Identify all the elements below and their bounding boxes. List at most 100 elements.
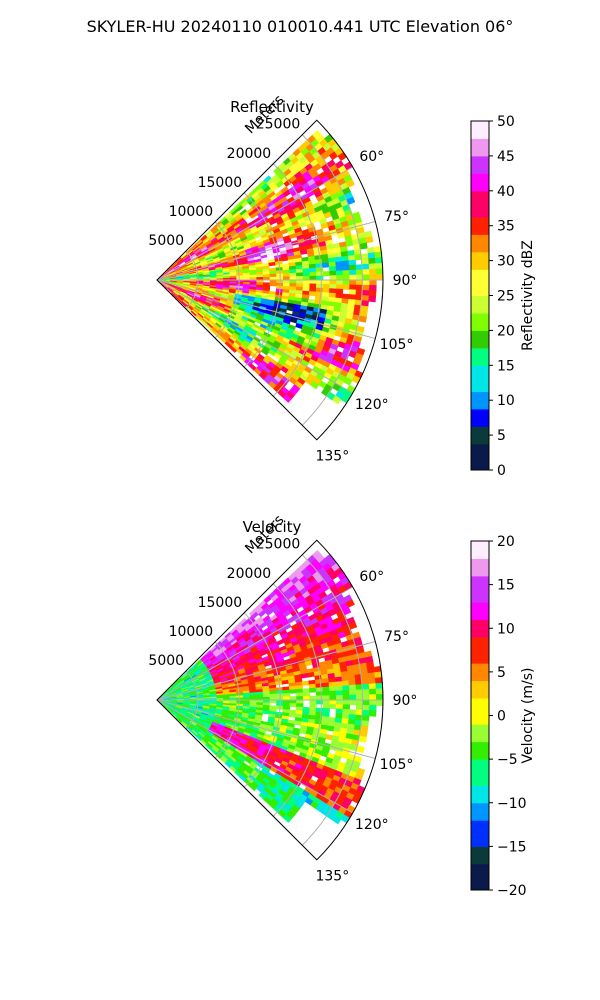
colorbar-segment bbox=[471, 347, 489, 358]
colorbar-segment bbox=[471, 208, 489, 218]
colorbar-tick-label: 45 bbox=[497, 149, 515, 165]
colorbar-segment bbox=[471, 750, 489, 760]
colorbar-segment bbox=[471, 295, 489, 305]
azimuth-tick-label: 90° bbox=[393, 693, 418, 709]
colorbar-segment bbox=[471, 828, 489, 839]
colorbar-segment bbox=[471, 356, 489, 366]
figure-title: SKYLER-HU 20240110 010010.441 UTC Elevat… bbox=[87, 17, 514, 36]
colorbar-segment bbox=[471, 636, 489, 647]
colorbar-segment bbox=[471, 767, 489, 778]
colorbar-segment bbox=[471, 881, 489, 891]
sector-outline bbox=[156, 119, 384, 441]
colorbar-segment bbox=[471, 785, 489, 795]
colorbar-segment bbox=[471, 391, 489, 401]
azimuth-gridline bbox=[156, 699, 353, 814]
azimuth-tick-label: 135° bbox=[315, 868, 349, 884]
azimuth-gridline bbox=[156, 699, 376, 759]
colorbar-label: Reflectivity dBZ bbox=[520, 240, 536, 351]
azimuth-tick-label: 135° bbox=[315, 448, 349, 464]
colorbar-segment bbox=[471, 286, 489, 296]
colorbar-tick-label: 0 bbox=[497, 709, 506, 725]
colorbar-segment bbox=[471, 654, 489, 664]
velocity-colorbar: −20 −15 −10 −5 0 5 10 15 20 Velocity (m/s) bbox=[470, 534, 536, 899]
colorbar-segment bbox=[471, 645, 489, 655]
data-field bbox=[156, 549, 384, 825]
colorbar-segment bbox=[471, 278, 489, 288]
colorbar-segment bbox=[471, 121, 489, 131]
azimuth-gridline bbox=[156, 279, 376, 339]
azimuth-gridline bbox=[156, 221, 376, 281]
colorbar-segment bbox=[471, 330, 489, 340]
colorbar-tick-label: 5 bbox=[497, 665, 506, 681]
colorbar-segment bbox=[471, 365, 489, 375]
colorbar-segment bbox=[471, 138, 489, 148]
colorbar-label: Velocity (m/s) bbox=[520, 668, 536, 764]
reflectivity-colorbar: 0 5 10 15 20 25 30 35 40 45 50 Reflectivity dBZ bbox=[470, 114, 536, 479]
colorbar-segment bbox=[471, 680, 489, 690]
colorbar-segment bbox=[471, 732, 489, 743]
azimuth-gridline bbox=[156, 586, 353, 701]
colorbar-segment bbox=[471, 628, 489, 638]
colorbar-tick-label: 20 bbox=[497, 534, 515, 550]
radial-tick-label: 10000 bbox=[169, 624, 214, 640]
colorbar-segment bbox=[471, 225, 489, 235]
colorbar-tick-label: 30 bbox=[497, 254, 515, 270]
colorbar-segment bbox=[471, 339, 489, 349]
colorbar-segment bbox=[471, 724, 489, 734]
colorbar-segment bbox=[471, 794, 489, 804]
radial-tick-label: 10000 bbox=[169, 204, 214, 220]
colorbar-tick-label: 5 bbox=[497, 428, 506, 444]
colorbar-segment bbox=[471, 820, 489, 830]
sector-outline bbox=[156, 539, 384, 861]
radial-tick-label: 15000 bbox=[198, 175, 243, 191]
colorbar-tick-label: 50 bbox=[497, 114, 515, 130]
azimuth-tick-label: 90° bbox=[393, 273, 418, 289]
colorbar-segment bbox=[471, 269, 489, 279]
colorbar-tick-label: 0 bbox=[497, 463, 506, 479]
colorbar-tick-label: 15 bbox=[497, 578, 515, 594]
colorbar-segment bbox=[471, 234, 489, 244]
colorbar-segment bbox=[471, 671, 489, 682]
azimuth-tick-label: 60° bbox=[359, 149, 384, 165]
azimuth-tick-label: 105° bbox=[380, 757, 414, 773]
colorbar-segment bbox=[471, 610, 489, 621]
reflectivity-title: Reflectivity bbox=[230, 98, 314, 116]
colorbar-segment bbox=[471, 443, 489, 454]
colorbar-segment bbox=[471, 567, 489, 577]
colorbar-segment bbox=[471, 251, 489, 262]
colorbar-segment bbox=[471, 382, 489, 392]
colorbar-segment bbox=[471, 549, 489, 559]
colorbar-segment bbox=[471, 663, 489, 673]
colorbar-segment bbox=[471, 155, 489, 166]
colorbar-segment bbox=[471, 593, 489, 603]
colorbar-segment bbox=[471, 312, 489, 323]
colorbar-tick-label: 25 bbox=[497, 289, 515, 305]
radial-tick-label: 20000 bbox=[227, 566, 272, 582]
colorbar-segment bbox=[471, 173, 489, 183]
azimuth-tick-label: 120° bbox=[355, 817, 389, 833]
colorbar-segment bbox=[471, 689, 489, 699]
azimuth-tick-label: 120° bbox=[355, 397, 389, 413]
colorbar-segment bbox=[471, 715, 489, 725]
colorbar-segment bbox=[471, 199, 489, 209]
colorbar-segment bbox=[471, 374, 489, 384]
colorbar-segment bbox=[471, 863, 489, 874]
colorbar-segment bbox=[471, 452, 489, 462]
colorbar-tick-label: 35 bbox=[497, 219, 515, 235]
azimuth-gridline bbox=[156, 166, 353, 281]
colorbar-tick-label: −20 bbox=[497, 883, 527, 899]
colorbar-segment bbox=[471, 558, 489, 568]
radial-tick-label: 5000 bbox=[148, 653, 184, 669]
radial-tick-label: 25000 bbox=[256, 117, 301, 133]
radial-tick-label: 25000 bbox=[256, 537, 301, 553]
colorbar-tick-label: 10 bbox=[497, 621, 515, 637]
radial-tick-label: 20000 bbox=[227, 146, 272, 162]
colorbar-segment bbox=[471, 706, 489, 716]
colorbar-segment bbox=[471, 461, 489, 471]
velocity-sector: 500010000150002000025000Meters60°75°90°1… bbox=[148, 512, 417, 884]
colorbar-segment bbox=[471, 541, 489, 551]
colorbar-segment bbox=[471, 872, 489, 882]
colorbar-segment bbox=[471, 129, 489, 139]
colorbar-segment bbox=[471, 619, 489, 629]
